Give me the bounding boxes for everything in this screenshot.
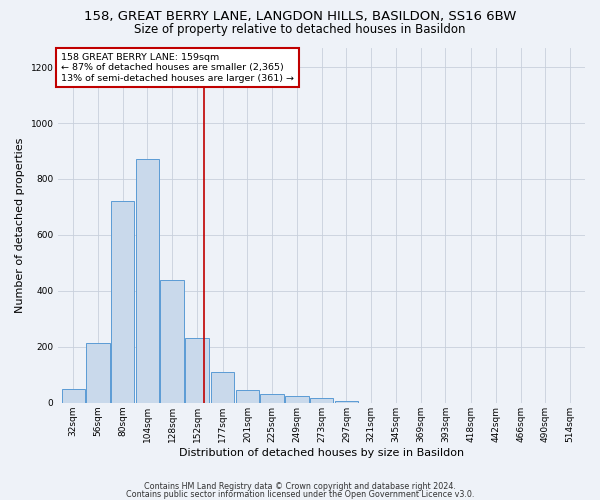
Text: Size of property relative to detached houses in Basildon: Size of property relative to detached ho…	[134, 22, 466, 36]
X-axis label: Distribution of detached houses by size in Basildon: Distribution of detached houses by size …	[179, 448, 464, 458]
Bar	[285, 396, 309, 403]
Bar	[236, 390, 259, 403]
Bar	[62, 389, 85, 403]
Bar	[136, 160, 159, 403]
Bar	[260, 394, 284, 403]
Y-axis label: Number of detached properties: Number of detached properties	[15, 138, 25, 313]
Bar	[111, 202, 134, 403]
Text: 158 GREAT BERRY LANE: 159sqm
← 87% of detached houses are smaller (2,365)
13% of: 158 GREAT BERRY LANE: 159sqm ← 87% of de…	[61, 53, 294, 82]
Text: 158, GREAT BERRY LANE, LANGDON HILLS, BASILDON, SS16 6BW: 158, GREAT BERRY LANE, LANGDON HILLS, BA…	[84, 10, 516, 23]
Bar	[335, 401, 358, 403]
Bar	[211, 372, 235, 403]
Bar	[310, 398, 334, 403]
Bar	[160, 280, 184, 403]
Bar	[185, 338, 209, 403]
Bar	[86, 342, 110, 403]
Text: Contains public sector information licensed under the Open Government Licence v3: Contains public sector information licen…	[126, 490, 474, 499]
Text: Contains HM Land Registry data © Crown copyright and database right 2024.: Contains HM Land Registry data © Crown c…	[144, 482, 456, 491]
